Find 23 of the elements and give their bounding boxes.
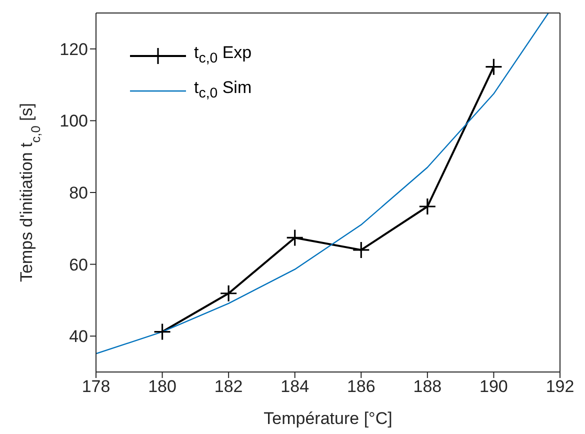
- x-tick-label: 184: [280, 377, 310, 396]
- y-tick-label: 100: [60, 112, 88, 131]
- point: [153, 322, 172, 341]
- x-axis-title: Température [°C]: [264, 409, 392, 428]
- x-tick-label: 192: [546, 377, 574, 396]
- x-tick-label: 188: [413, 377, 442, 396]
- point: [418, 198, 436, 216]
- line-series: [96, 13, 549, 354]
- point: [286, 228, 304, 247]
- x-tick-label: 180: [148, 377, 176, 396]
- x-tick-label: 178: [82, 377, 110, 396]
- x-tick-label: 182: [214, 377, 243, 396]
- y-tick-label: 80: [69, 184, 88, 203]
- y-tick-label: 120: [60, 40, 88, 59]
- point: [220, 284, 238, 302]
- y-tick-label: 40: [69, 327, 88, 346]
- point: [484, 58, 503, 76]
- y-tick-label: 60: [69, 255, 88, 274]
- x-tick-label: 186: [346, 377, 376, 396]
- point: [352, 241, 370, 259]
- legend-label: t$_{c,0}$ Sim: [194, 77, 252, 104]
- legend-label: t$_{c,0}$ Exp: [194, 42, 252, 68]
- x-tick-label: 190: [480, 377, 508, 396]
